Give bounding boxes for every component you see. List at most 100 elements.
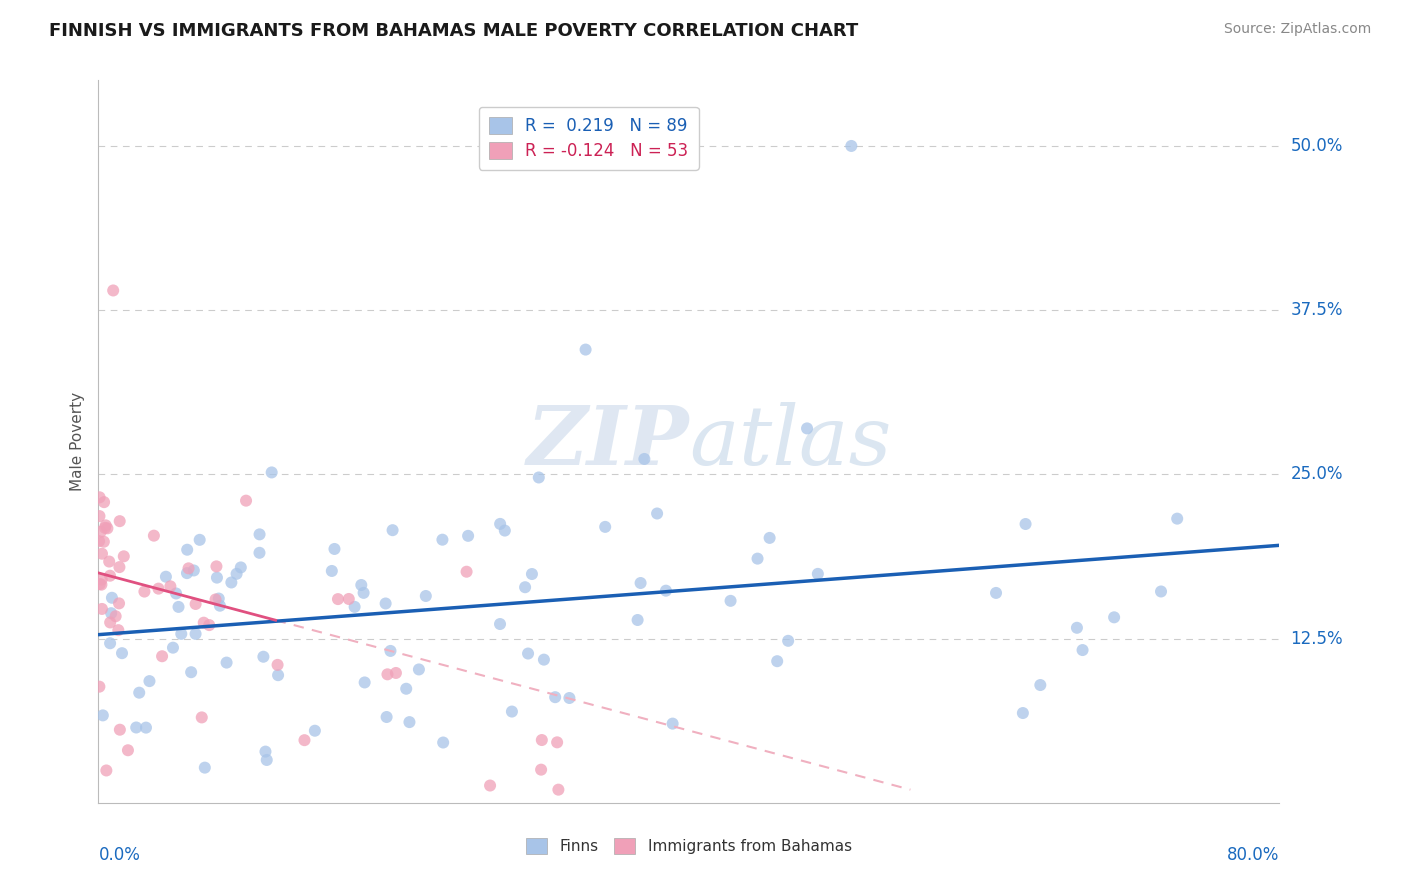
Point: [544, 690, 567, 705]
Text: 0.0%: 0.0%: [98, 847, 141, 864]
Point: [135, 721, 157, 735]
Point: [501, 705, 523, 719]
Point: [112, 549, 135, 564]
Point: [215, 656, 238, 670]
Point: [807, 566, 830, 581]
Point: [150, 649, 173, 664]
Text: atlas: atlas: [689, 401, 891, 482]
Point: [93, 534, 115, 549]
Point: [1166, 511, 1188, 525]
Point: [134, 584, 156, 599]
Point: [547, 782, 569, 797]
Point: [104, 609, 127, 624]
Point: [91, 547, 114, 561]
Text: 50.0%: 50.0%: [1291, 137, 1343, 155]
Point: [321, 564, 343, 578]
Text: FINNISH VS IMMIGRANTS FROM BAHAMAS MALE POVERTY CORRELATION CHART: FINNISH VS IMMIGRANTS FROM BAHAMAS MALE …: [49, 22, 859, 40]
Point: [162, 640, 184, 655]
Point: [91, 602, 114, 616]
Point: [249, 546, 271, 560]
Point: [125, 721, 148, 735]
Point: [191, 710, 214, 724]
Point: [142, 529, 165, 543]
Point: [266, 657, 288, 672]
Point: [489, 516, 512, 531]
Point: [198, 618, 221, 632]
Point: [520, 567, 543, 582]
Point: [148, 582, 170, 596]
Point: [558, 691, 581, 706]
Text: 12.5%: 12.5%: [1291, 630, 1343, 648]
Point: [630, 576, 652, 591]
Point: [87, 534, 110, 549]
Text: ZIP: ZIP: [526, 401, 689, 482]
Point: [304, 723, 326, 738]
Point: [326, 592, 349, 607]
Point: [90, 573, 112, 587]
Point: [758, 531, 780, 545]
Point: [1012, 706, 1035, 720]
Point: [89, 491, 111, 505]
Point: [128, 686, 150, 700]
Point: [1014, 516, 1036, 531]
Point: [98, 555, 121, 569]
Point: [494, 524, 516, 538]
Point: [432, 735, 454, 749]
Point: [381, 523, 404, 537]
Text: 37.5%: 37.5%: [1291, 301, 1343, 319]
Point: [457, 529, 479, 543]
Point: [176, 542, 198, 557]
Point: [208, 599, 231, 613]
Point: [1066, 621, 1088, 635]
Point: [489, 617, 512, 632]
Point: [225, 566, 247, 581]
Point: [138, 674, 160, 689]
Point: [415, 589, 437, 603]
Point: [593, 520, 616, 534]
Point: [103, 284, 125, 298]
Point: [841, 139, 863, 153]
Point: [626, 613, 648, 627]
Point: [479, 779, 502, 793]
Point: [89, 680, 111, 694]
Point: [108, 514, 131, 528]
Point: [385, 665, 408, 680]
Point: [1071, 643, 1094, 657]
Point: [89, 509, 111, 524]
Point: [778, 633, 800, 648]
Point: [1029, 678, 1052, 692]
Point: [530, 763, 553, 777]
Point: [984, 586, 1007, 600]
Point: [229, 560, 252, 574]
Point: [353, 675, 375, 690]
Point: [111, 646, 134, 660]
Point: [180, 665, 202, 680]
Point: [456, 565, 478, 579]
Point: [350, 578, 373, 592]
Point: [204, 592, 226, 607]
Point: [235, 493, 257, 508]
Point: [101, 591, 124, 605]
Point: [159, 579, 181, 593]
Point: [408, 662, 430, 676]
Point: [98, 568, 121, 582]
Point: [1102, 610, 1125, 624]
Point: [720, 594, 742, 608]
Point: [94, 521, 117, 535]
Point: [155, 570, 177, 584]
Point: [108, 723, 131, 737]
Point: [527, 470, 550, 484]
Point: [90, 577, 112, 591]
Point: [107, 623, 129, 637]
Point: [432, 533, 454, 547]
Point: [183, 564, 205, 578]
Point: [98, 615, 121, 630]
Point: [98, 636, 121, 650]
Point: [766, 654, 789, 668]
Point: [377, 667, 399, 681]
Point: [546, 735, 568, 749]
Point: [184, 627, 207, 641]
Point: [645, 507, 668, 521]
Point: [177, 561, 200, 575]
Point: [193, 615, 215, 630]
